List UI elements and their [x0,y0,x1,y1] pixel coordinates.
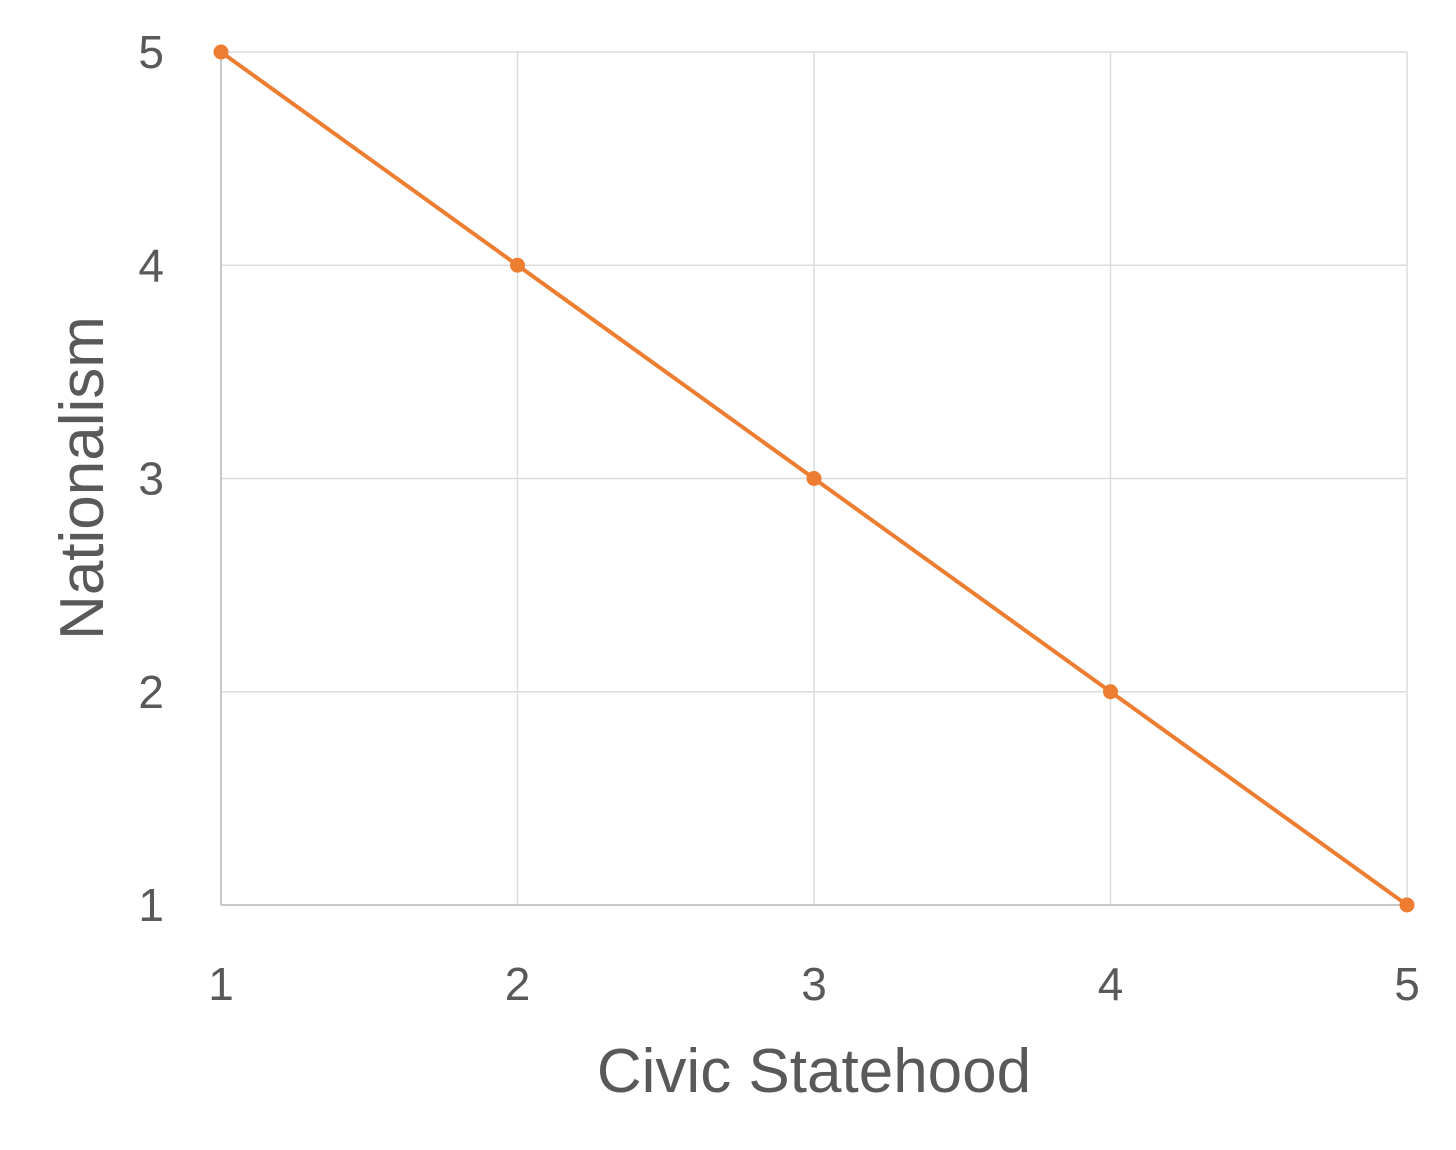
series [213,44,1415,913]
y-tick-label: 4 [138,239,164,291]
x-axis-title: Civic Statehood [597,1037,1031,1106]
x-tick-label: 4 [1098,958,1124,1010]
data-point [1103,684,1118,700]
x-tick-labels: 1 2 3 4 5 [208,958,1420,1010]
y-tick-label: 5 [138,26,164,78]
axes [220,52,1407,906]
data-point [1399,897,1415,913]
x-tick-label: 3 [801,958,827,1010]
data-point [806,471,822,486]
y-tick-label: 2 [138,666,164,718]
y-tick-labels: 1 2 3 4 5 [138,26,164,931]
y-tick-label: 3 [138,453,164,505]
x-tick-label: 5 [1394,958,1420,1010]
y-tick-label: 1 [138,879,164,931]
data-point [213,44,229,60]
data-point [510,257,525,273]
x-tick-label: 2 [505,958,531,1010]
y-axis-title: Nationalism [48,316,117,640]
x-tick-label: 1 [208,958,234,1010]
